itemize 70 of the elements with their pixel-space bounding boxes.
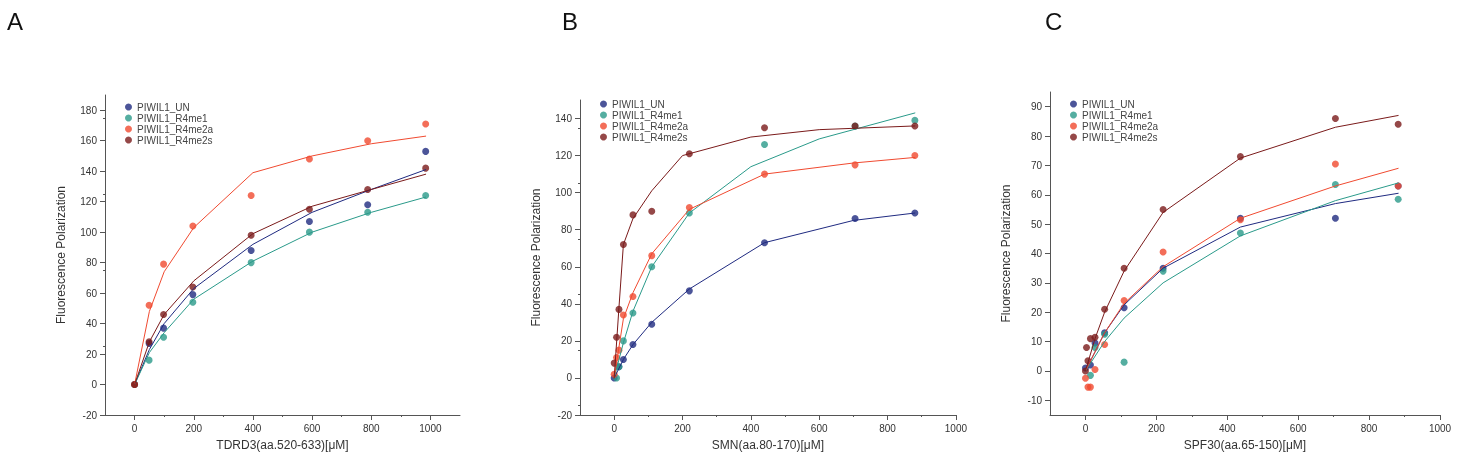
y-tick-label: 120 bbox=[80, 196, 98, 208]
y-tick-label: 60 bbox=[560, 261, 573, 273]
legend-label: PIWIL1_R4me2a bbox=[1082, 120, 1159, 132]
y-axis-title: Fluorescence Polarization bbox=[999, 184, 1013, 323]
x-tick-label: 400 bbox=[742, 422, 760, 434]
y-tick-label: 120 bbox=[555, 150, 573, 162]
x-tick-label: 200 bbox=[1148, 422, 1166, 434]
y-tick-label: 20 bbox=[1030, 306, 1043, 318]
x-tick-label: 600 bbox=[303, 422, 321, 434]
legend-label: PIWIL1_UN bbox=[1082, 98, 1135, 110]
legend-label: PIWIL1_UN bbox=[612, 98, 665, 110]
legend-label: PIWIL1_R4me2s bbox=[137, 134, 213, 146]
y-tick-label: 0 bbox=[1036, 365, 1043, 377]
y-tick-label: 140 bbox=[555, 113, 573, 125]
x-tick-label: 400 bbox=[244, 422, 262, 434]
y-tick-label: 80 bbox=[1030, 130, 1043, 142]
legend-label: PIWIL1_R4me1 bbox=[1082, 109, 1154, 121]
legend-label: PIWIL1_R4me2a bbox=[612, 120, 689, 132]
x-tick-label: 200 bbox=[185, 422, 203, 434]
legend-label: PIWIL1_R4me2a bbox=[137, 123, 214, 135]
y-tick-label: -20 bbox=[557, 409, 573, 421]
x-tick-label: 1000 bbox=[944, 422, 968, 434]
x-tick-label: 1000 bbox=[419, 422, 442, 434]
y-axis-title: Fluorescence Polarization bbox=[54, 185, 68, 325]
x-tick-label: 800 bbox=[879, 422, 897, 434]
y-tick-label: 80 bbox=[85, 257, 98, 269]
chart-title: C bbox=[1045, 7, 1063, 35]
y-tick-label: 160 bbox=[80, 135, 98, 147]
y-tick-label: -20 bbox=[82, 409, 98, 421]
x-tick-label: 0 bbox=[131, 422, 138, 434]
x-tick-label: 800 bbox=[362, 422, 381, 434]
x-tick-label: 200 bbox=[674, 422, 692, 434]
y-tick-label: 0 bbox=[91, 379, 98, 391]
y-tick-label: 40 bbox=[85, 318, 98, 330]
x-axis-title: SPF30(aa.65-150)[μM] bbox=[1183, 438, 1307, 452]
y-tick-label: 20 bbox=[560, 335, 573, 347]
y-tick-label: 30 bbox=[1030, 277, 1043, 289]
x-axis-title: SMN(aa.80-170)[μM] bbox=[711, 438, 825, 452]
x-tick-label: 1000 bbox=[1428, 422, 1452, 434]
y-tick-label: 10 bbox=[1030, 336, 1043, 348]
legend-label: PIWIL1_R4me2s bbox=[612, 131, 688, 143]
y-tick-label: 60 bbox=[1030, 189, 1043, 201]
chart-title: A bbox=[7, 7, 24, 35]
x-tick-label: 600 bbox=[810, 422, 828, 434]
y-tick-label: 60 bbox=[85, 287, 98, 299]
legend-label: PIWIL1_R4me1 bbox=[612, 109, 684, 121]
y-tick-label: 80 bbox=[560, 224, 573, 236]
x-tick-label: 400 bbox=[1218, 422, 1237, 434]
y-tick-label: -10 bbox=[1027, 394, 1043, 406]
y-tick-label: 70 bbox=[1030, 159, 1043, 171]
y-tick-label: 40 bbox=[1030, 248, 1043, 259]
y-tick-label: 100 bbox=[555, 187, 573, 199]
x-tick-label: 0 bbox=[611, 422, 618, 434]
legend-label: PIWIL1_R4me2s bbox=[1082, 131, 1158, 143]
legend-label: PIWIL1_UN bbox=[137, 101, 190, 113]
y-tick-label: 180 bbox=[80, 104, 98, 116]
y-tick-label: 20 bbox=[85, 348, 98, 360]
y-axis-title: Fluorescence Polarization bbox=[529, 188, 543, 327]
y-tick-label: 40 bbox=[560, 298, 573, 310]
y-tick-label: 100 bbox=[80, 226, 98, 238]
y-tick-label: 90 bbox=[1030, 101, 1043, 113]
y-tick-label: 140 bbox=[80, 165, 98, 177]
x-axis-title: TDRD3(aa.520-633)[μM] bbox=[216, 438, 349, 452]
y-tick-label: 50 bbox=[1030, 218, 1043, 230]
x-tick-label: 800 bbox=[1360, 422, 1378, 434]
y-tick-label: 0 bbox=[566, 372, 573, 384]
legend-label: PIWIL1_R4me1 bbox=[137, 112, 209, 124]
x-tick-label: 600 bbox=[1289, 422, 1307, 434]
chart-title: B bbox=[562, 7, 579, 35]
x-tick-label: 0 bbox=[1082, 422, 1089, 434]
